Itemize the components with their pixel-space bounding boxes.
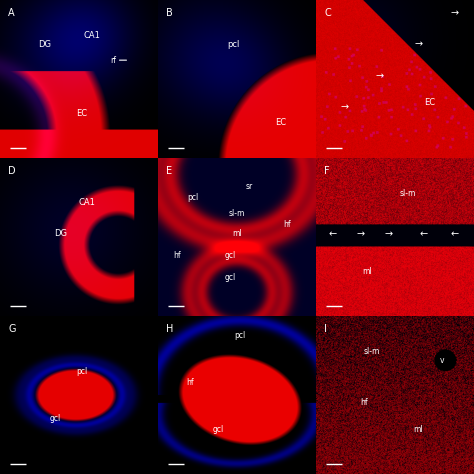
Text: ←: ← bbox=[451, 229, 459, 239]
Text: DG: DG bbox=[38, 40, 51, 49]
Text: sl-m: sl-m bbox=[229, 209, 245, 218]
Text: gcl: gcl bbox=[212, 425, 224, 434]
Text: I: I bbox=[324, 324, 327, 334]
Text: EC: EC bbox=[77, 109, 88, 118]
Text: H: H bbox=[166, 324, 173, 334]
Text: EC: EC bbox=[424, 98, 435, 107]
Text: →: → bbox=[356, 229, 365, 239]
Text: DG: DG bbox=[54, 229, 67, 238]
Text: ml: ml bbox=[362, 267, 372, 276]
Text: rf: rf bbox=[110, 55, 117, 64]
Text: C: C bbox=[324, 9, 331, 18]
Text: →: → bbox=[385, 229, 393, 239]
Text: CA1: CA1 bbox=[83, 30, 100, 39]
Text: B: B bbox=[166, 9, 173, 18]
Text: hf: hf bbox=[360, 398, 367, 407]
Text: F: F bbox=[324, 166, 330, 176]
Text: ←: ← bbox=[328, 229, 336, 239]
Text: gcl: gcl bbox=[50, 414, 61, 423]
Text: hf: hf bbox=[283, 220, 291, 229]
Text: ←: ← bbox=[419, 229, 428, 239]
Text: pcl: pcl bbox=[228, 40, 240, 49]
Text: →: → bbox=[341, 102, 349, 112]
Text: sl-m: sl-m bbox=[363, 346, 380, 356]
Text: A: A bbox=[9, 9, 15, 18]
Text: sr: sr bbox=[246, 182, 253, 191]
Text: →: → bbox=[414, 39, 423, 49]
Text: EC: EC bbox=[275, 118, 287, 128]
Text: v: v bbox=[440, 356, 444, 365]
Text: ml: ml bbox=[414, 425, 423, 434]
Text: pcl: pcl bbox=[187, 193, 199, 202]
Text: gcl: gcl bbox=[225, 273, 237, 283]
Text: pcl: pcl bbox=[76, 367, 88, 376]
Text: hf: hf bbox=[173, 251, 181, 260]
Text: D: D bbox=[9, 166, 16, 176]
Text: hf: hf bbox=[186, 378, 194, 387]
Text: gcl: gcl bbox=[225, 251, 237, 260]
Text: E: E bbox=[166, 166, 173, 176]
Text: →: → bbox=[375, 71, 383, 81]
Text: CA1: CA1 bbox=[78, 198, 95, 207]
Text: →: → bbox=[451, 8, 459, 18]
Text: ml: ml bbox=[232, 229, 242, 238]
Text: pcl: pcl bbox=[235, 331, 246, 340]
Text: G: G bbox=[9, 324, 16, 334]
Text: sl-m: sl-m bbox=[400, 189, 416, 198]
